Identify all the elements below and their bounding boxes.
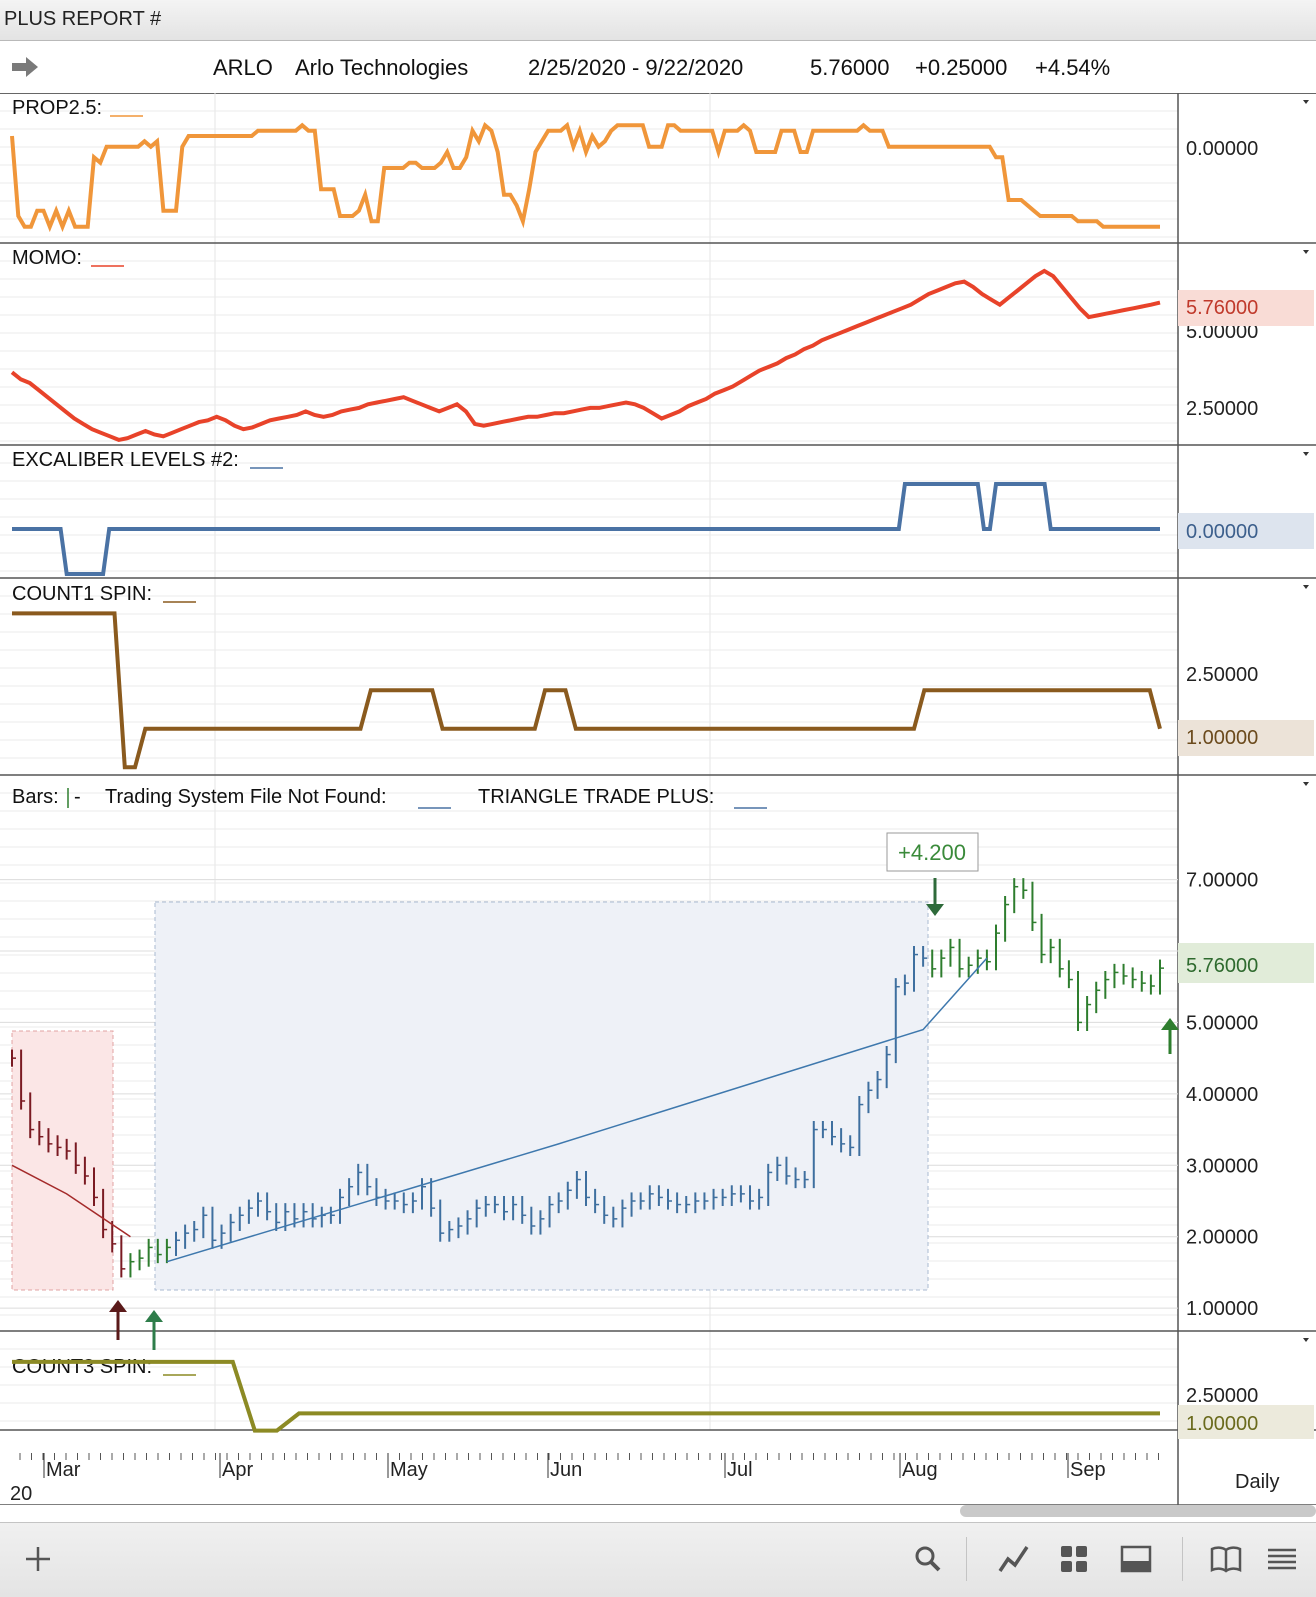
count3-series-line: [12, 1359, 1160, 1433]
month-mar: Mar: [46, 1459, 81, 1481]
last-price: 5.76000: [810, 55, 890, 80]
count1-tick: 2.50000: [1186, 664, 1258, 686]
month-aug: Aug: [902, 1459, 938, 1481]
pane-menu-icon: [1303, 585, 1309, 589]
company-name: Arlo Technologies: [295, 55, 469, 80]
bottom-toolbar: [0, 1522, 1316, 1597]
price-tick-label: 2.00000: [1186, 1227, 1258, 1249]
excal-badge-value: 0.00000: [1186, 521, 1258, 543]
arrow-down-icon: [926, 878, 944, 916]
count1-label: COUNT1 SPIN:: [12, 583, 152, 605]
price-bars: [11, 878, 1164, 1278]
price-tick-label: 7.00000: [1186, 870, 1258, 892]
title-bar: PLUS REPORT #: [0, 0, 1316, 41]
momo-badge-value: 5.76000: [1186, 297, 1258, 319]
price-tick-label: 3.00000: [1186, 1155, 1258, 1177]
excal-badge: [1178, 513, 1314, 549]
period-selector[interactable]: Daily: [1235, 1471, 1279, 1493]
add-icon[interactable]: [20, 1541, 56, 1577]
arrow-up-icon: [109, 1300, 127, 1340]
symbol-ticker: ARLO: [213, 55, 273, 80]
triangle-trade-label: TRIANGLE TRADE PLUS:: [478, 786, 714, 808]
arrow-up-icon: [1161, 1018, 1179, 1054]
book-icon[interactable]: [1208, 1541, 1244, 1577]
symbol-header: ARLO Arlo Technologies 2/25/2020 - 9/22/…: [0, 41, 1316, 94]
month-jul: Jul: [727, 1459, 753, 1481]
horizontal-scrollbar[interactable]: [960, 1505, 1316, 1517]
panel-icon[interactable]: [1118, 1541, 1154, 1577]
grid-icon[interactable]: [1056, 1541, 1092, 1577]
count3-label: COUNT3 SPIN:: [12, 1356, 152, 1378]
pane-menu-icon: [1303, 452, 1309, 456]
short-trend-line: [11, 1164, 131, 1238]
count1-series-line: [12, 611, 1162, 770]
price-tick-label: 1.00000: [1186, 1298, 1258, 1320]
chart-area[interactable]: PROP2.5: 0.00000 MOMO: 5.00000 2.50000 5…: [0, 93, 1316, 1505]
price-tick-label: 5.00000: [1186, 1012, 1258, 1034]
x-axis-ticks: [19, 1453, 1159, 1478]
pane-menu-icon: [1303, 782, 1309, 786]
bars-label: Bars:: [12, 786, 59, 808]
month-sep: Sep: [1070, 1459, 1106, 1481]
momo-badge: [1178, 290, 1314, 326]
month-may: May: [390, 1459, 428, 1481]
arrow-up-icon: [145, 1310, 163, 1350]
momo-tick-2_5: 2.50000: [1186, 398, 1258, 420]
pane-borders: [0, 93, 1316, 1505]
pane-menu-icon: [1303, 100, 1309, 104]
count3-badge-value: 1.00000: [1186, 1413, 1258, 1435]
trade-result-box: [886, 832, 979, 872]
search-icon[interactable]: [910, 1541, 946, 1577]
long-trade-zone: [154, 901, 929, 1291]
month-apr: Apr: [222, 1459, 253, 1481]
price-change-pct: +4.54%: [1035, 55, 1111, 80]
prop-series-line: [10, 121, 1160, 233]
arrow-right-icon[interactable]: [10, 55, 40, 79]
toolbar-divider: [966, 1537, 967, 1581]
trading-system-label: Trading System File Not Found:: [105, 786, 387, 808]
count1-badge-value: 1.00000: [1186, 727, 1258, 749]
count1-badge: [1178, 720, 1314, 756]
momo-label: MOMO:: [12, 247, 82, 269]
short-trade-zone: [11, 1030, 114, 1291]
pane-menu-icon: [1303, 1338, 1309, 1342]
month-jun: Jun: [550, 1459, 582, 1481]
momo-tick-5: 5.00000: [1186, 321, 1258, 343]
price-change: +0.25000: [915, 55, 1008, 80]
count3-tick: 2.50000: [1186, 1385, 1258, 1407]
date-range: 2/25/2020 - 9/22/2020: [528, 55, 744, 80]
year-label: 20: [10, 1483, 32, 1505]
excal-series-line: [12, 482, 1160, 576]
price-badge-value: 5.76000: [1186, 955, 1258, 977]
menu-icon[interactable]: [1264, 1541, 1300, 1577]
trade-result-label: +4.200: [898, 840, 966, 865]
price-tick-label: 4.00000: [1186, 1084, 1258, 1106]
prop-label: PROP2.5:: [12, 97, 102, 119]
window-title: PLUS REPORT #: [4, 8, 162, 30]
bars-label-suffix: -: [74, 786, 81, 808]
toolbar-divider: [1182, 1537, 1183, 1581]
pane-menu-icon: [1303, 250, 1309, 254]
line-chart-icon[interactable]: [996, 1541, 1032, 1577]
excal-label: EXCALIBER LEVELS #2:: [12, 449, 239, 471]
prop-tick: 0.00000: [1186, 138, 1258, 160]
long-trend-line: [166, 957, 988, 1263]
momo-series-line: [10, 268, 1161, 442]
price-badge: [1178, 943, 1314, 983]
count3-badge: [1178, 1405, 1314, 1439]
